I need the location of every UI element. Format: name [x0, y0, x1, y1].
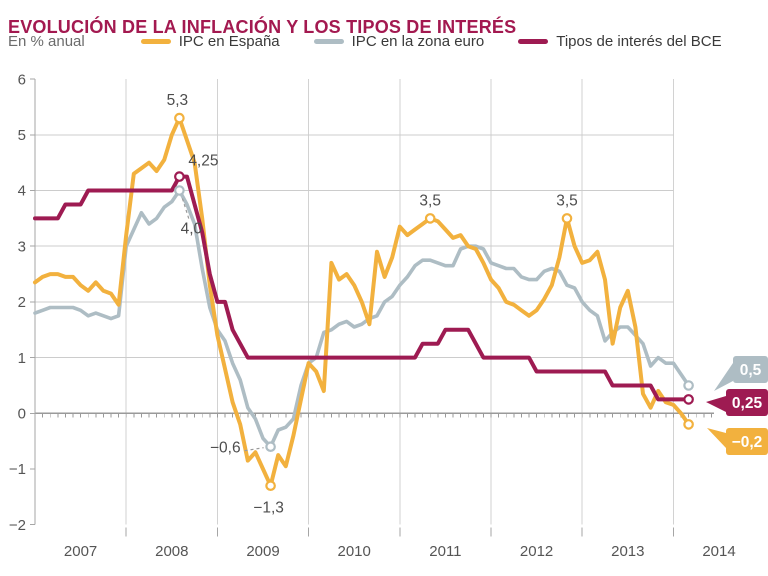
eurozone-series-swatch-icon: [313, 39, 344, 44]
end-value-badge: −0,2: [707, 428, 768, 455]
y-tick-label: 5: [18, 127, 26, 144]
data-point-marker: [265, 441, 276, 452]
end-value-badge: 0,25: [706, 389, 768, 416]
legend-item-tipos-bce: Tipos de interés del BCE: [518, 33, 722, 50]
y-tick-label: 6: [18, 71, 26, 88]
x-tick-label: 2007: [64, 543, 97, 560]
y-tick-label: 2: [18, 294, 26, 311]
data-point-marker: [424, 213, 436, 224]
x-tick-label: 2011: [429, 543, 461, 560]
svg-text:0,5: 0,5: [740, 362, 762, 379]
annotation-value-label: 3,5: [419, 192, 441, 209]
annotation-value-label: 5,3: [167, 92, 189, 109]
unit-label: En % anual: [8, 33, 85, 50]
legend-item-ipc-espana: IPC en España: [140, 33, 280, 50]
y-tick-label: 3: [18, 238, 26, 255]
data-point-marker: [174, 185, 185, 196]
annotation-value-label: 4,0: [181, 221, 203, 238]
series-line-2: [33, 174, 691, 402]
annotation-value-label: 4,25: [188, 153, 218, 170]
spain-series-swatch-icon: [140, 39, 171, 44]
svg-text:−0,2: −0,2: [732, 434, 763, 451]
svg-text:0,25: 0,25: [732, 395, 763, 412]
legend-label: IPC en España: [178, 33, 280, 50]
data-point-marker: [683, 419, 694, 430]
legend-label: IPC en la zona euro: [351, 33, 485, 50]
y-axis: 6 5 4 3 2 1 0 −1 −2: [9, 71, 36, 534]
chart-legend: En % anual IPC en España IPC en la zona …: [8, 33, 764, 50]
data-point-marker: [265, 480, 276, 491]
page-title: EVOLUCIÓN DE LA INFLACIÓN Y LOS TIPOS DE…: [8, 17, 517, 38]
x-tick-label: 2008: [155, 543, 188, 560]
x-tick-label: 2010: [338, 543, 371, 560]
y-tick-label: 1: [18, 350, 26, 367]
data-point-marker: [174, 171, 185, 182]
y-tick-label: 4: [18, 183, 26, 200]
horizontal-gridlines: [35, 134, 674, 359]
annotation-value-label: −1,3: [253, 500, 284, 517]
legend-label: Tipos de interés del BCE: [556, 33, 722, 50]
x-tick-label: 2013: [611, 543, 644, 560]
x-tick-label: 2009: [246, 543, 279, 560]
data-point-marker: [174, 112, 185, 124]
data-point-marker: [683, 380, 694, 391]
x-axis: 2007 2008 2009 2010 2011 2012 2013 2014: [64, 527, 736, 560]
y-tick-label: −2: [9, 517, 26, 534]
annotation-connectors: [181, 198, 264, 452]
legend-item-ipc-eurozona: IPC en la zona euro: [313, 33, 485, 50]
y-tick-label: 0: [18, 406, 26, 423]
end-value-badge: 0,5: [714, 356, 768, 391]
y-tick-label: −1: [9, 461, 26, 478]
x-tick-label: 2014: [702, 543, 735, 560]
annotation-value-label: 3,5: [556, 192, 578, 209]
data-point-marker: [561, 213, 573, 224]
series-line-1: [33, 188, 691, 449]
annotation-value-label: −0,6: [210, 440, 241, 457]
zero-baseline: [34, 412, 714, 418]
x-tick-label: 2012: [520, 543, 553, 560]
data-point-marker: [683, 394, 694, 405]
series-line-0: [33, 116, 691, 488]
ecb-series-swatch-icon: [518, 39, 549, 44]
